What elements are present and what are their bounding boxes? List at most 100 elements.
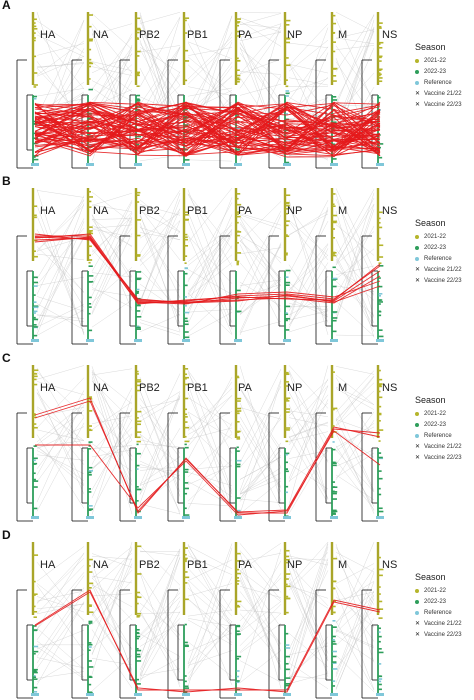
background-link [92, 300, 132, 327]
tree-tip [34, 96, 37, 98]
tree-tip [379, 75, 381, 77]
tree-tip [89, 89, 93, 91]
tree-tip [333, 75, 337, 77]
tree-ha [17, 188, 39, 344]
tree-tip [34, 606, 36, 608]
legend-item: 2022-23 [415, 66, 462, 77]
tree-tip [333, 661, 337, 663]
background-link [336, 446, 374, 507]
tree-tip [379, 262, 382, 264]
legend-marker: ✕ [415, 91, 419, 97]
tree-tip [286, 85, 289, 87]
tree-tip [237, 630, 240, 632]
tree-tip [137, 633, 140, 635]
tree-tip [34, 26, 37, 28]
tree-tip [137, 192, 141, 194]
tree-tip [237, 81, 240, 83]
legend-label: Vaccine 21/22 [424, 91, 462, 97]
tree-tip [185, 471, 189, 473]
tree-tip [333, 23, 337, 25]
segment-label-m: M [338, 205, 347, 217]
tree-tip [237, 583, 239, 585]
background-link [37, 398, 84, 502]
tree-tip [333, 408, 338, 410]
tree-tip [237, 57, 239, 59]
background-link [336, 204, 374, 319]
segment-label-ns: NS [382, 559, 397, 571]
tree-tip [379, 511, 384, 513]
tree-tip [286, 578, 289, 580]
tree-tip [185, 331, 189, 333]
tree-tip [34, 486, 38, 488]
tree-tip [379, 478, 383, 480]
tree-tip [185, 378, 187, 380]
tree-tip [185, 493, 188, 495]
tree-tip [185, 416, 188, 418]
background-link [92, 580, 132, 624]
tree-tip [333, 32, 336, 34]
background-link [37, 88, 84, 96]
segment-label-pb2: PB2 [139, 382, 160, 394]
legend-item: ✕ Vaccine 21/22 [415, 88, 462, 99]
tree-tip [379, 507, 383, 509]
tree-tip [34, 427, 38, 429]
tree-tip [185, 255, 188, 257]
tree-tip [89, 275, 94, 277]
background-link [188, 599, 232, 634]
tree-tip [379, 315, 382, 317]
tree-tip [137, 328, 141, 330]
tree-tip [34, 463, 38, 465]
tree-tip [379, 277, 381, 279]
tree-tip [185, 685, 189, 687]
tree-ha [17, 542, 39, 698]
tree-tip [379, 488, 381, 490]
tree-tip [333, 267, 336, 269]
tree-tip [333, 685, 336, 687]
tree-tip [286, 372, 289, 374]
tree-tip [185, 488, 189, 490]
background-link [240, 601, 281, 632]
background-link [92, 273, 132, 277]
legend-marker: ✕ [415, 267, 419, 273]
tree-tip [34, 445, 37, 447]
tree-tip [379, 678, 383, 680]
tree-tip [137, 291, 140, 293]
segment-label-np: NP [287, 559, 302, 571]
tree-tip [379, 303, 381, 305]
tree-tip [185, 236, 188, 238]
tree-tip [89, 262, 91, 264]
tree-tip [379, 494, 382, 496]
tree-ha [17, 12, 39, 168]
tree-tip [137, 373, 139, 375]
tree-tip [34, 373, 38, 375]
tree-tip [89, 605, 92, 607]
background-link [140, 320, 180, 333]
background-link [336, 621, 374, 690]
tree-tip [185, 681, 187, 683]
tree-tip [379, 684, 382, 686]
background-link [240, 245, 281, 312]
segment-label-na: NA [93, 29, 109, 41]
tree-tip [89, 474, 92, 476]
background-link [240, 244, 281, 326]
background-link [240, 415, 281, 495]
legend-label: 2022-23 [424, 245, 446, 251]
legend-item: Reference [415, 77, 462, 88]
background-link [188, 236, 232, 284]
legend-item: 2021-22 [415, 55, 462, 66]
tree-tip [137, 613, 142, 615]
tree-tip [137, 468, 139, 470]
tree-tip [89, 206, 92, 208]
tree-tip [237, 626, 241, 628]
background-link [37, 562, 84, 622]
tree-tip [379, 689, 382, 691]
legend-marker: ✕ [415, 621, 419, 627]
background-link [240, 24, 281, 28]
legend-label: Vaccine 21/22 [424, 267, 462, 273]
tree-tip [137, 592, 141, 594]
background-link [37, 254, 84, 260]
segment-label-pa: PA [238, 205, 253, 217]
tree-tip [185, 421, 188, 423]
tree-tip [333, 449, 336, 451]
